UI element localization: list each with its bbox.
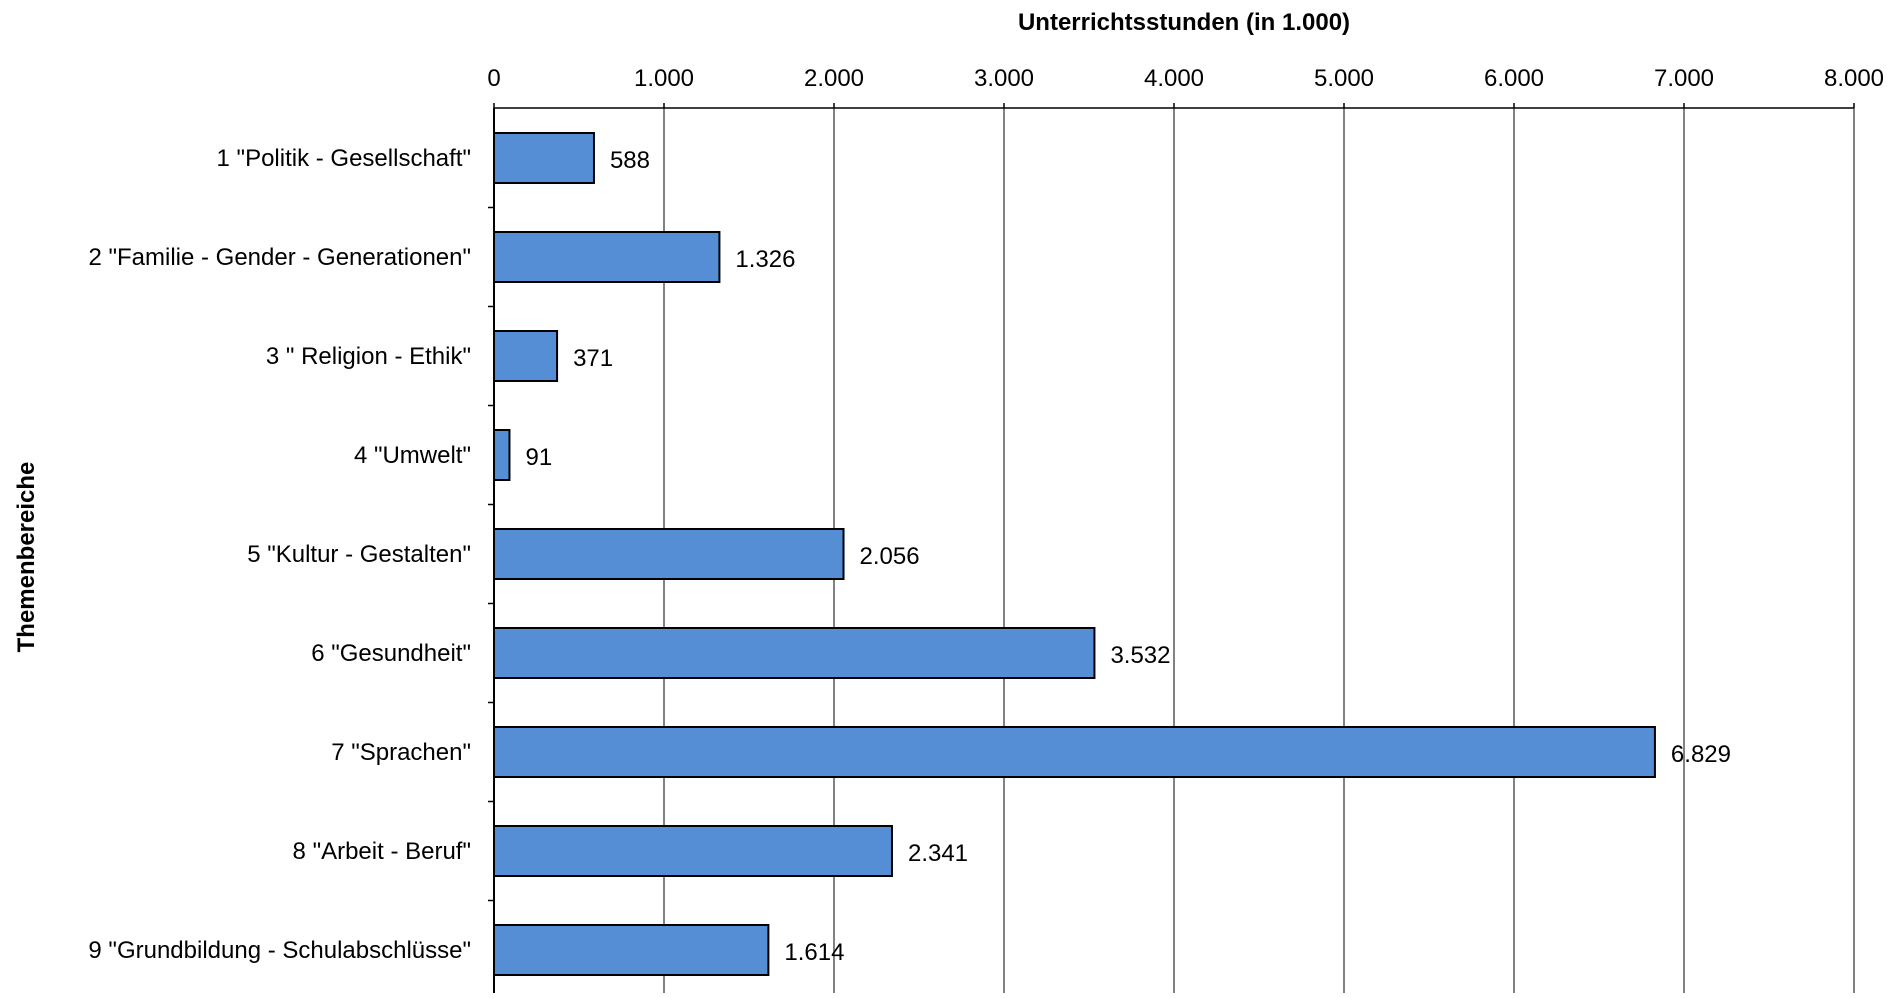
category-label: 5 "Kultur - Gestalten" bbox=[247, 541, 471, 568]
bar bbox=[493, 825, 893, 877]
value-label: 1.326 bbox=[735, 246, 795, 273]
category-label: 8 "Arbeit - Beruf" bbox=[293, 838, 471, 865]
bar bbox=[493, 132, 595, 184]
category-label: 1 "Politik - Gesellschaft" bbox=[217, 145, 471, 172]
x-tick-label: 1.000 bbox=[634, 65, 694, 92]
x-tick-label: 7.000 bbox=[1654, 65, 1714, 92]
bar bbox=[493, 330, 559, 382]
category-label: 4 "Umwelt" bbox=[354, 442, 471, 469]
x-axis-title: Unterrichtsstunden (in 1.000) bbox=[1018, 9, 1350, 36]
x-tick-label: 3.000 bbox=[974, 65, 1034, 92]
bar bbox=[493, 231, 721, 283]
category-label: 7 "Sprachen" bbox=[331, 739, 471, 766]
label-layer: 0 1.000 2.000 3.000 4.000 5.000 6.000 7.000 8.00… bbox=[88, 65, 1884, 966]
y-axis-title: Themenbereiche bbox=[13, 462, 40, 653]
value-label: 6.829 bbox=[1671, 741, 1731, 768]
value-label: 2.341 bbox=[908, 840, 968, 867]
category-label: 6 "Gesundheit" bbox=[311, 640, 471, 667]
bar-layer bbox=[493, 132, 1656, 976]
value-label: 371 bbox=[573, 345, 613, 372]
value-label: 1.614 bbox=[784, 939, 844, 966]
value-label: 91 bbox=[525, 444, 552, 471]
value-label: 2.056 bbox=[860, 543, 920, 570]
x-tick-label: 0 bbox=[487, 65, 500, 92]
category-label: 3 " Religion - Ethik" bbox=[266, 343, 471, 370]
value-label: 588 bbox=[610, 147, 650, 174]
category-label: 9 "Grundbildung - Schulabschlüsse" bbox=[88, 937, 471, 964]
category-label: 2 "Familie - Gender - Generationen" bbox=[88, 244, 471, 271]
bar bbox=[493, 726, 1656, 778]
x-tick-label: 6.000 bbox=[1484, 65, 1544, 92]
bar bbox=[493, 429, 511, 481]
value-label: 3.532 bbox=[1110, 642, 1170, 669]
x-tick-label: 4.000 bbox=[1144, 65, 1204, 92]
x-tick-label: 2.000 bbox=[804, 65, 864, 92]
x-tick-label: 5.000 bbox=[1314, 65, 1374, 92]
bar bbox=[493, 924, 770, 976]
x-tick-label: 8.000 bbox=[1824, 65, 1884, 92]
bar bbox=[493, 627, 1096, 679]
bar bbox=[493, 528, 845, 580]
